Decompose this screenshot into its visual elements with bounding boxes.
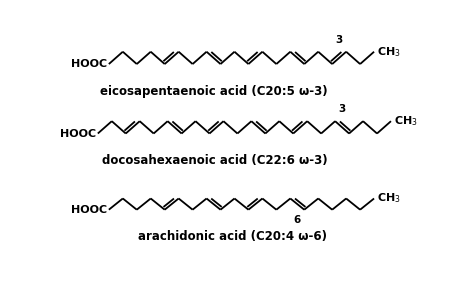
Text: docosahexaenoic acid (C22:6 ω-3): docosahexaenoic acid (C22:6 ω-3) xyxy=(102,154,328,167)
Text: arachidonic acid (C20:4 ω-6): arachidonic acid (C20:4 ω-6) xyxy=(138,230,328,243)
Text: CH$_3$: CH$_3$ xyxy=(377,191,401,205)
Text: CH$_3$: CH$_3$ xyxy=(394,114,418,128)
Text: HOOC: HOOC xyxy=(71,59,107,69)
Text: 6: 6 xyxy=(294,215,301,225)
Text: HOOC: HOOC xyxy=(71,205,107,215)
Text: HOOC: HOOC xyxy=(60,129,96,139)
Text: 3: 3 xyxy=(338,104,346,114)
Text: eicosapentaenoic acid (C20:5 ω-3): eicosapentaenoic acid (C20:5 ω-3) xyxy=(100,85,328,98)
Text: 3: 3 xyxy=(336,35,343,45)
Text: CH$_3$: CH$_3$ xyxy=(377,45,401,58)
